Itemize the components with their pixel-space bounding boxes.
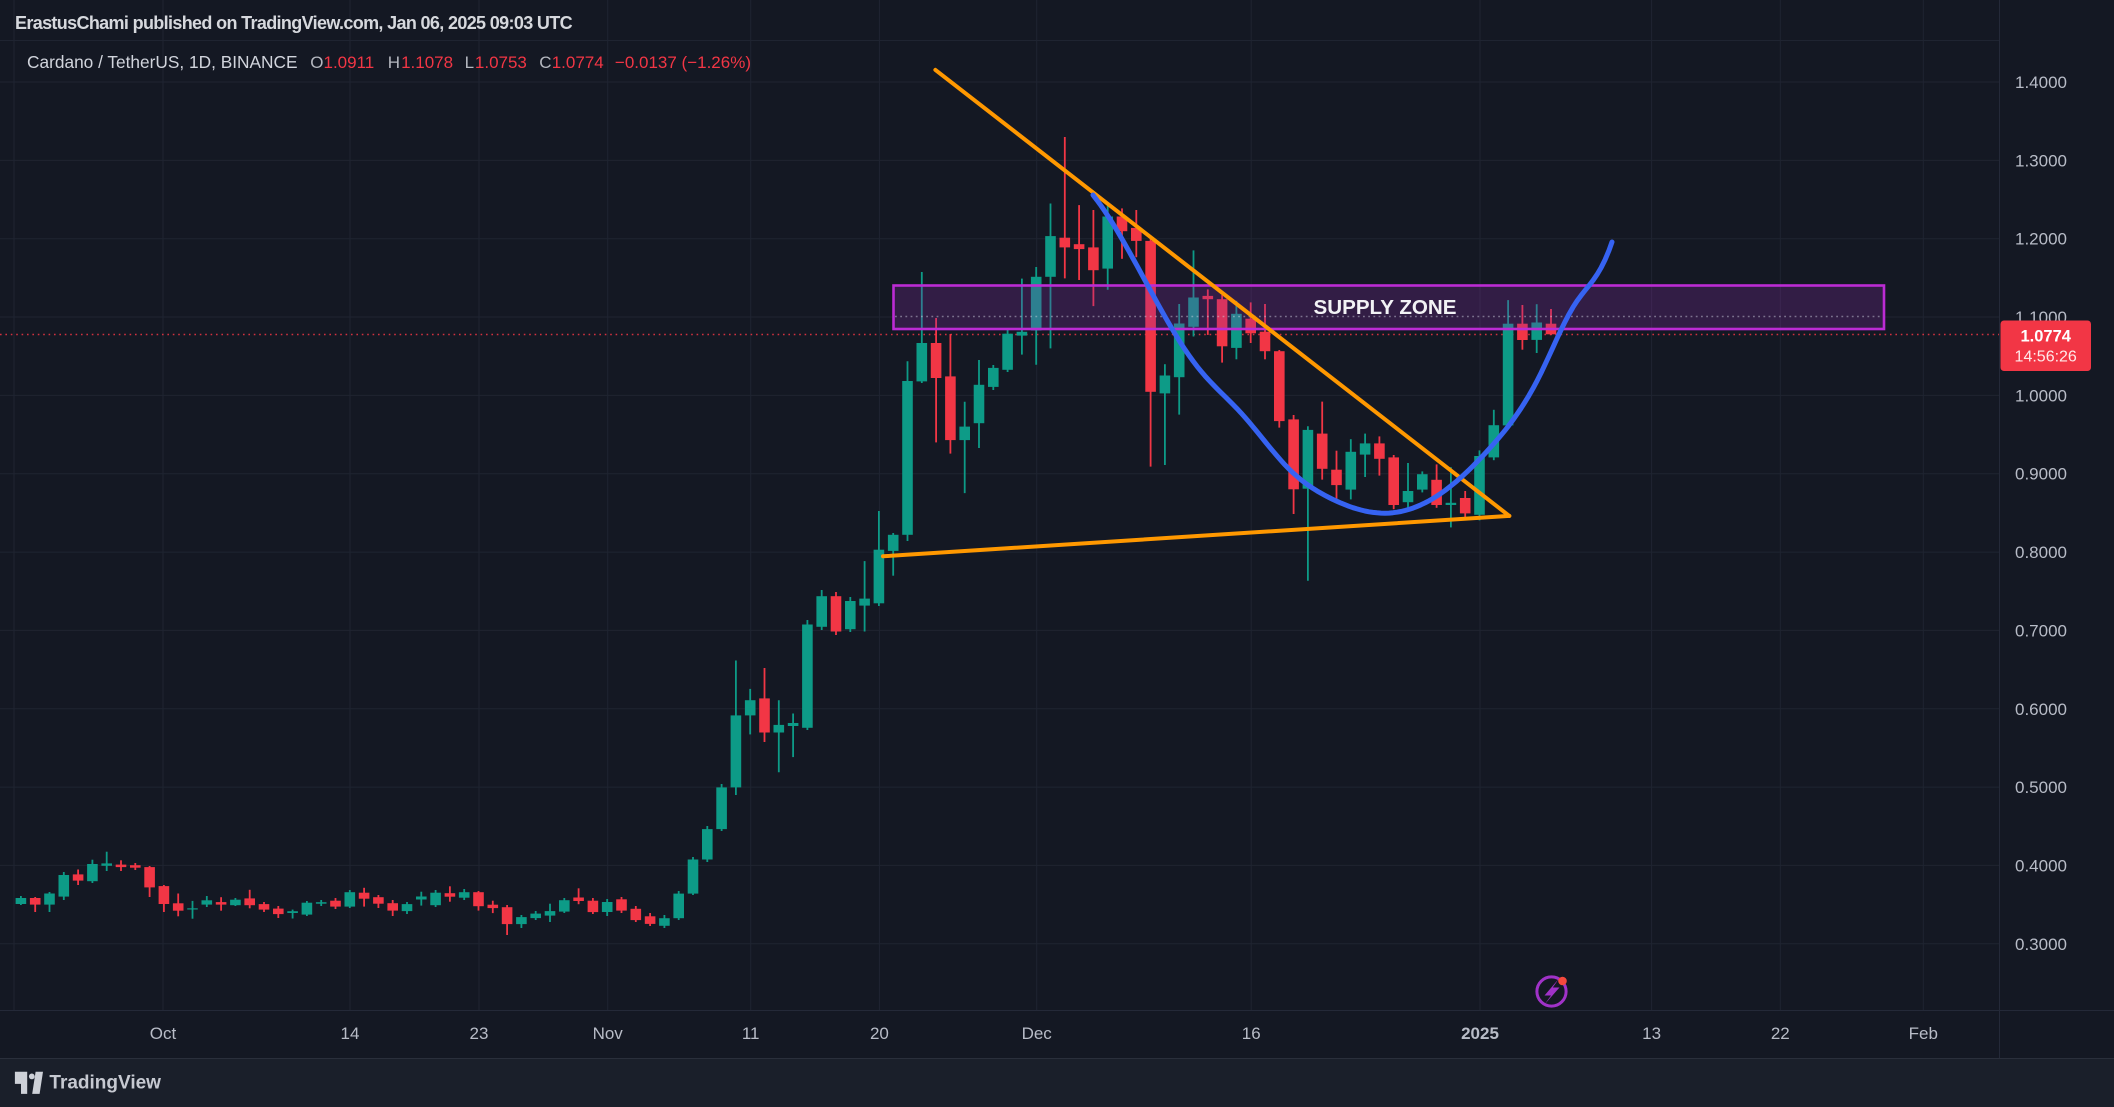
svg-text:C: C: [539, 53, 551, 72]
svg-text:H: H: [388, 53, 400, 72]
svg-text:Feb: Feb: [1909, 1024, 1938, 1043]
svg-text:20: 20: [870, 1024, 889, 1043]
svg-text:0.8000: 0.8000: [2015, 543, 2067, 562]
svg-text:Cardano / TetherUS, 1D, BINANC: Cardano / TetherUS, 1D, BINANCE: [27, 52, 298, 72]
svg-text:TradingView: TradingView: [49, 1073, 161, 1094]
svg-text:1.0000: 1.0000: [2015, 386, 2067, 405]
svg-text:11: 11: [742, 1024, 760, 1043]
svg-text:1.2000: 1.2000: [2015, 230, 2067, 249]
svg-text:1.3000: 1.3000: [2015, 151, 2067, 170]
svg-text:1.4000: 1.4000: [2015, 73, 2067, 92]
svg-text:1.0774: 1.0774: [552, 53, 604, 72]
svg-text:0.7000: 0.7000: [2015, 621, 2067, 640]
svg-text:1.0911: 1.0911: [324, 53, 375, 72]
svg-text:0.6000: 0.6000: [2015, 700, 2067, 719]
svg-text:1.1078: 1.1078: [401, 53, 453, 72]
svg-text:22: 22: [1771, 1024, 1790, 1043]
svg-text:L: L: [465, 53, 474, 72]
svg-text:14:56:26: 14:56:26: [2015, 349, 2077, 366]
svg-text:SUPPLY ZONE: SUPPLY ZONE: [1313, 296, 1456, 319]
svg-text:23: 23: [470, 1024, 489, 1043]
svg-text:0.9000: 0.9000: [2015, 465, 2067, 484]
svg-text:1.0774: 1.0774: [2020, 328, 2071, 346]
svg-text:O: O: [310, 53, 323, 72]
svg-text:2025: 2025: [1461, 1024, 1499, 1043]
svg-text:−0.0137 (−1.26%): −0.0137 (−1.26%): [615, 53, 751, 72]
svg-text:0.5000: 0.5000: [2015, 778, 2067, 797]
svg-text:16: 16: [1242, 1024, 1261, 1043]
svg-text:ErastusChami published on Trad: ErastusChami published on TradingView.co…: [15, 13, 573, 33]
svg-text:0.3000: 0.3000: [2015, 935, 2067, 954]
svg-text:Oct: Oct: [150, 1024, 177, 1043]
svg-text:13: 13: [1642, 1024, 1661, 1043]
svg-text:Dec: Dec: [1022, 1024, 1053, 1043]
svg-text:1.0753: 1.0753: [475, 53, 527, 72]
svg-text:0.4000: 0.4000: [2015, 856, 2067, 875]
svg-text:14: 14: [341, 1024, 360, 1043]
svg-text:Nov: Nov: [593, 1024, 624, 1043]
